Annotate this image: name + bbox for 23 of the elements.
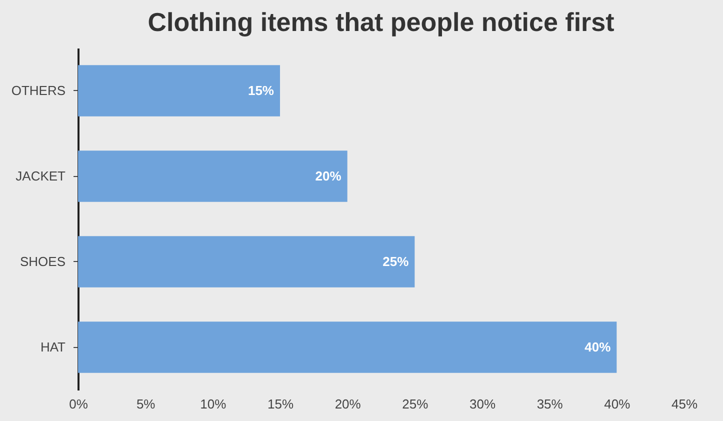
data-label: 15% (248, 82, 274, 98)
bar (78, 65, 280, 116)
y-tick-label: JACKET (16, 168, 66, 184)
chart-title: Clothing items that people notice first (148, 7, 615, 37)
y-tick-label: OTHERS (11, 82, 66, 98)
x-tick-label: 0% (69, 396, 88, 412)
bar (78, 150, 348, 202)
x-tick-label: 25% (402, 396, 429, 412)
x-tick-label: 35% (536, 396, 564, 412)
x-tick-label: 30% (469, 396, 496, 412)
x-tick-label: 40% (604, 396, 631, 412)
bar (78, 236, 415, 288)
x-tick-label: 5% (136, 396, 156, 412)
x-tick-label: 15% (267, 396, 294, 412)
data-label: 20% (315, 168, 342, 184)
y-tick-label: SHOES (20, 254, 66, 269)
data-label: 40% (584, 339, 612, 354)
y-tick-label: HAT (40, 339, 66, 354)
bar (78, 322, 617, 373)
x-tick-label: 20% (334, 396, 362, 412)
x-tick-label: 10% (200, 396, 227, 412)
x-tick-label: 45% (671, 396, 698, 412)
data-label: 25% (382, 254, 410, 269)
